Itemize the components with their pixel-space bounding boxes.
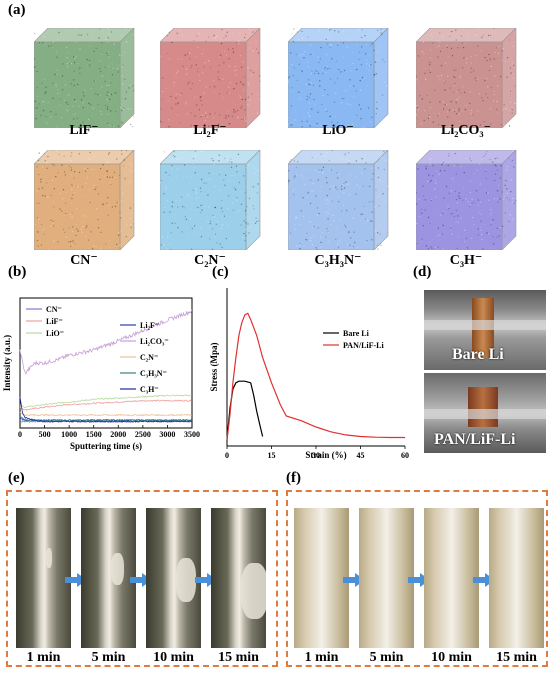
panel-f-frame — [286, 490, 548, 667]
tick-c-1: 15 — [268, 451, 276, 460]
panel-e-photo-2 — [146, 508, 201, 648]
cube-3 — [416, 28, 517, 128]
cube-label-3: Li₂CO₃⁻ — [440, 123, 491, 138]
panel-f-time-label-0: 1 min — [304, 650, 339, 665]
series-line-b-6 — [19, 415, 193, 422]
tick-b-5: 2500 — [135, 430, 151, 439]
series-line-b-2 — [19, 394, 192, 409]
tick-b-1: 500 — [39, 430, 51, 439]
panel-e-photo-0 — [16, 508, 71, 648]
panel-a-label: (a) — [8, 2, 26, 18]
bare-li-label: Bare Li — [452, 346, 504, 363]
tick-b-6: 3000 — [159, 430, 175, 439]
panel-f-photo-0 — [294, 508, 349, 648]
series-line-b-5 — [19, 411, 193, 417]
legend-b-right-2: C₂N⁻ — [140, 353, 158, 362]
series-line-b-7 — [19, 396, 193, 423]
panel-e-time-label-1: 5 min — [91, 650, 126, 665]
legend-b-right-1: Li₂CO₃⁻ — [140, 337, 169, 346]
panel-b-label: (b) — [8, 264, 27, 280]
legend-b-left-0: CN⁻ — [46, 305, 62, 314]
tick-b-3: 1500 — [86, 430, 102, 439]
pan-lif-li-tensile-photo: PAN/LiF-Li — [424, 373, 546, 453]
cube-label-4: CN⁻ — [70, 253, 98, 268]
legend-c-1: PAN/LiF-Li — [343, 341, 385, 350]
legend-c-0: Bare Li — [343, 329, 370, 338]
cube-label-2: LiO⁻ — [322, 123, 354, 138]
x-axis-label-b: Sputtering time (s) — [70, 441, 142, 451]
cube-label-7: C₃H⁻ — [449, 253, 483, 268]
panel-f-photo-1 — [359, 508, 414, 648]
legend-b-right-4: C₃H⁻ — [140, 385, 159, 394]
tick-c-0: 0 — [225, 451, 229, 460]
panel-e-label: (e) — [8, 470, 25, 486]
cube-5 — [160, 150, 261, 250]
panel-f-time-label-3: 15 min — [496, 650, 537, 665]
tick-c-3: 45 — [357, 451, 365, 460]
panel-f-time-label-1: 5 min — [369, 650, 404, 665]
legend-b-left-1: LiF⁻ — [46, 317, 63, 326]
panel-e-time-label-2: 10 min — [153, 650, 194, 665]
panel-e-time-label-0: 1 min — [26, 650, 61, 665]
tick-c-4: 60 — [401, 451, 409, 460]
panel-c-label: (c) — [212, 264, 229, 280]
tick-b-0: 0 — [18, 430, 22, 439]
cube-6 — [288, 150, 389, 250]
cube-2 — [288, 28, 389, 128]
stress-strain-chart: 0 15 30 45 60 Strain (%) Stress (Mpa) Bare Li PA… — [209, 288, 409, 460]
cube-label-0: LiF⁻ — [69, 123, 99, 138]
cube-7 — [416, 150, 517, 250]
series-line-b-4 — [19, 309, 193, 375]
series-line-c-1 — [226, 312, 405, 440]
cube-0 — [34, 28, 135, 128]
tick-b-4: 2000 — [110, 430, 126, 439]
legend-b-right-0: Li₂F⁻ — [140, 321, 159, 330]
panel-f-label: (f) — [286, 470, 301, 486]
pan-lif-li-label: PAN/LiF-Li — [434, 431, 516, 448]
legend-b-left-2: LiO⁻ — [46, 329, 64, 338]
cube-1 — [160, 28, 261, 128]
legend-b-right-3: C₃H₃N⁻ — [140, 369, 167, 378]
panel-f-photo-3 — [489, 508, 544, 648]
panel-e-photo-1 — [81, 508, 136, 648]
cube-label-6: C₃H₃N⁻ — [314, 253, 362, 268]
tof-sims-depth-profile-chart: 0 500 1000 1500 2000 2500 3000 3500 Sputtering t… — [2, 297, 200, 451]
bare-li-tensile-photo: Bare Li — [424, 290, 546, 370]
panel-f-photo-2 — [424, 508, 479, 648]
tick-b-2: 1000 — [61, 430, 77, 439]
cube-4 — [34, 150, 135, 250]
cube-label-5: C₂N⁻ — [194, 253, 226, 268]
y-axis-label-b: Intensity (a.u.) — [2, 335, 12, 391]
panel-d-label: (d) — [413, 264, 432, 280]
y-axis-label-c: Stress (Mpa) — [209, 342, 219, 391]
panel-e-photo-3 — [211, 508, 266, 648]
series-line-b-1 — [19, 399, 192, 411]
cube-label-1: Li₂F⁻ — [193, 123, 227, 138]
panel-f-time-label-2: 10 min — [431, 650, 472, 665]
panel-e-frame — [6, 490, 278, 667]
panel-e-time-label-3: 15 min — [218, 650, 259, 665]
tick-c-2: 30 — [312, 451, 320, 460]
tick-b-7: 3500 — [184, 430, 200, 439]
x-axis-label-c: Strain (%) — [305, 450, 346, 460]
